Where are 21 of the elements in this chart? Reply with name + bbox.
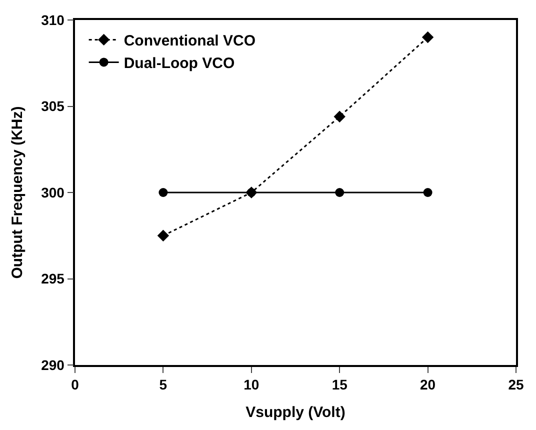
y-tick-label: 295 xyxy=(41,270,65,287)
point xyxy=(423,188,432,197)
y-tick-label: 305 xyxy=(41,98,65,114)
x-tick-label: 0 xyxy=(71,376,80,393)
point xyxy=(334,110,346,122)
point xyxy=(335,188,344,197)
x-axis-title: Vsupply (Volt) xyxy=(246,404,346,422)
point xyxy=(422,31,434,44)
point xyxy=(157,230,170,242)
x-tick-label: 25 xyxy=(508,376,524,393)
legend-label: Conventional VCO xyxy=(124,32,256,50)
x-tick-label: 15 xyxy=(332,376,348,393)
y-tick-label: 300 xyxy=(41,184,65,200)
x-tick-label: 10 xyxy=(244,376,260,393)
point xyxy=(158,188,168,197)
x-tick-label: 20 xyxy=(420,376,436,393)
y-tick-label: 290 xyxy=(41,356,65,373)
y-tick-label: 310 xyxy=(41,12,65,28)
legend-label: Dual-Loop VCO xyxy=(124,55,235,72)
x-tick-label: 5 xyxy=(159,376,168,393)
y-axis-title: Output Frequency (KHz) xyxy=(8,106,26,279)
